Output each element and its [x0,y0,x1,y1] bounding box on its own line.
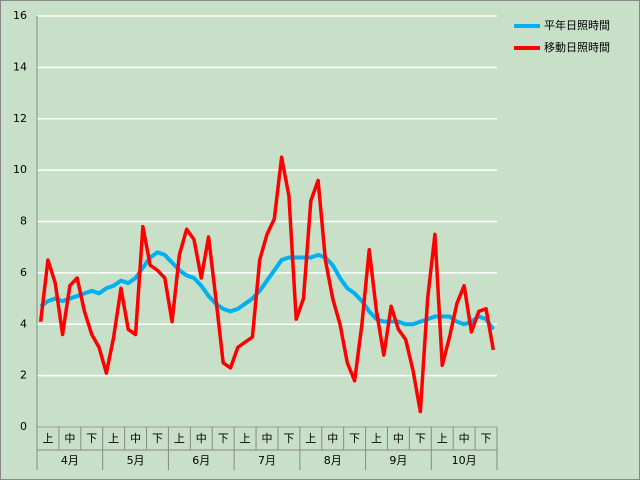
x-tick-label: 中 [393,432,404,445]
y-tick-label: 8 [20,215,27,228]
month-label: 8月 [324,454,342,467]
x-tick-label: 下 [152,432,163,445]
month-label: 4月 [61,454,79,467]
x-tick-label: 上 [240,432,251,445]
y-tick-label: 0 [20,420,27,433]
month-label: 5月 [127,454,145,467]
x-tick-label: 下 [86,432,97,445]
x-tick-label: 上 [437,432,448,445]
x-tick-label: 中 [130,432,141,445]
x-tick-label: 上 [305,432,316,445]
x-tick-label: 上 [371,432,382,445]
month-label: 9月 [389,454,407,467]
x-tick-label: 中 [64,432,75,445]
series-line [39,250,495,331]
month-label: 10月 [452,454,477,467]
x-tick-label: 中 [196,432,207,445]
series-line [38,155,496,414]
x-tick-label: 下 [415,432,426,445]
y-tick-label: 12 [13,112,27,125]
y-tick-label: 4 [20,317,27,330]
x-tick-label: 中 [327,432,338,445]
legend-label: 移動日照時間 [544,40,610,54]
x-tick-label: 中 [262,432,273,445]
y-tick-label: 14 [13,60,27,73]
y-tick-label: 2 [20,369,27,382]
month-label: 7月 [258,454,276,467]
x-tick-label: 下 [349,432,360,445]
x-tick-label: 上 [174,432,185,445]
x-tick-label: 下 [283,432,294,445]
x-tick-label: 下 [218,432,229,445]
x-tick-label: 中 [459,432,470,445]
month-label: 6月 [192,454,210,467]
x-tick-label: 下 [481,432,492,445]
y-tick-label: 6 [20,266,27,279]
x-tick-label: 上 [42,432,53,445]
y-tick-label: 10 [13,163,27,176]
x-tick-label: 上 [108,432,119,445]
y-tick-label: 16 [13,9,27,22]
legend-label: 平年日照時間 [544,18,610,32]
